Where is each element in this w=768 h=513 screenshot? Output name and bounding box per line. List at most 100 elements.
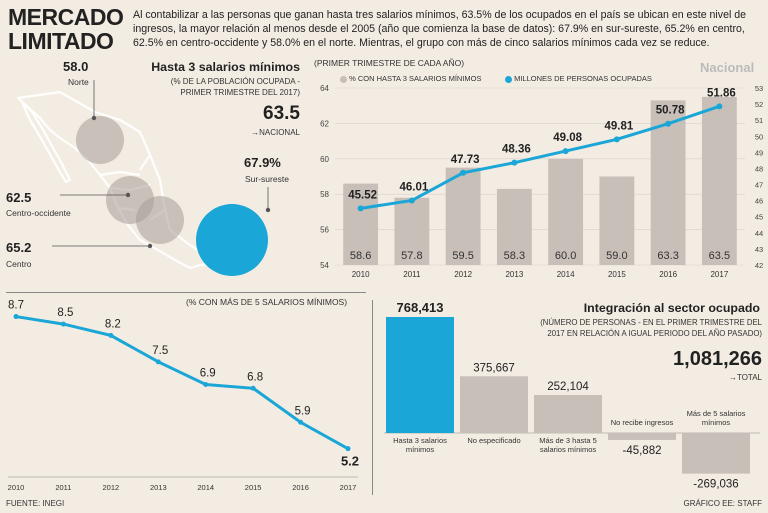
line-value-label: 51.86 (707, 87, 736, 99)
line-value-label: 5.2 (341, 454, 359, 469)
line-value-label: 49.81 (604, 120, 633, 132)
bar (608, 433, 676, 440)
national-label: NACIONAL (259, 128, 300, 137)
y-right-tick-label: 47 (755, 181, 763, 190)
line-point (562, 148, 569, 155)
line-point (345, 446, 351, 452)
bar (534, 394, 602, 433)
region-label-centro: Centro (6, 259, 32, 269)
map-panel-title: Hasta 3 salarios mínimos (151, 60, 300, 74)
y-right-tick-label: 46 (755, 197, 763, 206)
line-value-label: 45.52 (348, 189, 377, 201)
region-leaders (52, 80, 271, 249)
bar-value-label: -269,036 (693, 479, 738, 491)
line-value-label: 6.9 (200, 368, 216, 380)
bottom-right-chart: 768,413 Hasta 3 salarios mínimos 375,667 No … (384, 300, 760, 491)
bar (496, 188, 532, 265)
category-label: Más de 3 hasta 5 salarios mínimos (539, 436, 597, 454)
national-label-row: →NACIONAL (222, 127, 300, 138)
total-label-row: →TOTAL (690, 372, 762, 383)
y-left-tick-label: 60 (320, 155, 329, 164)
line-point (613, 136, 620, 143)
y-right-tick-label: 44 (755, 229, 763, 238)
bottom-left-subtitle: (% CON MÁS DE 5 SALARIOS MÍNIMOS) (186, 297, 348, 307)
x-tick-label: 2010 (8, 483, 25, 492)
source-note: FUENTE: INEGI (6, 499, 65, 508)
divider-vertical (372, 300, 373, 495)
x-tick-label: 2014 (557, 270, 575, 279)
bar (460, 376, 528, 433)
region-value-sur-sureste: 67.9% (244, 155, 281, 170)
x-tick-label: 2011 (55, 483, 71, 492)
bar (386, 317, 454, 433)
map-panel-subtitle: (% DE LA POBLACIÓN OCUPADA - PRIMER TRIM… (170, 77, 300, 97)
y-right-tick-label: 49 (755, 148, 763, 157)
category-label: Hasta 3 salarios mínimos (393, 436, 447, 454)
x-tick-label: 2013 (150, 483, 167, 492)
top-chart-region-label: Nacional (700, 60, 755, 75)
line-point (357, 205, 364, 212)
bar-value-label: 58.3 (504, 250, 525, 262)
y-left-tick-label: 62 (320, 119, 329, 128)
legend-line-swatch (505, 75, 512, 83)
bar (548, 158, 584, 265)
top-chart-subtitle: (PRIMER TRIMESTRE DE CADA AÑO) (314, 58, 465, 68)
region-label-centro-occidente: Centro-occidente (6, 208, 71, 218)
bar-value-label: 375,667 (473, 362, 515, 374)
bottom-right-subtitle: (NÚMERO DE PERSONAS - EN EL PRIMER TRIME… (540, 318, 762, 338)
intro-paragraph: Al contabilizar a las personas que ganan… (133, 9, 747, 49)
region-value-centro: 65.2 (6, 240, 32, 255)
line-point (716, 103, 723, 110)
line-value-label: 46.01 (399, 181, 428, 193)
y-right-tick-label: 45 (755, 213, 763, 222)
x-tick-label: 2010 (352, 270, 370, 279)
line-value-label: 8.7 (8, 300, 24, 312)
x-tick-label: 2015 (245, 483, 262, 492)
y-right-tick-label: 50 (755, 132, 763, 141)
x-tick-label: 2012 (454, 270, 472, 279)
y-right-tick-label: 51 (755, 116, 763, 125)
line-point (203, 382, 209, 387)
national-value: 63.5 (263, 103, 300, 124)
centro-bubble (136, 196, 184, 244)
line-value-label: 6.8 (247, 371, 263, 383)
bar (445, 167, 481, 265)
y-right-tick-label: 42 (755, 261, 763, 270)
line-point (60, 321, 66, 327)
line-value-label: 48.36 (502, 144, 531, 156)
bar (701, 96, 737, 265)
divider-left (6, 292, 366, 293)
line-point (511, 159, 518, 166)
legend-line: MILLONES DE PERSONAS OCUPADAS (505, 73, 652, 84)
region-label-norte: Norte (68, 77, 89, 87)
y-left-tick-label: 64 (320, 84, 329, 93)
x-tick-label: 2017 (340, 483, 357, 492)
norte-bubble (76, 116, 124, 164)
line-value-label: 8.5 (57, 307, 73, 319)
bar-value-label: 60.0 (555, 250, 576, 262)
bar-value-label: 63.5 (709, 250, 730, 262)
y-left-tick-label: 54 (320, 261, 329, 270)
legend-bar-label: % CON HASTA 3 SALARIOS MÍNIMOS (349, 74, 482, 83)
line-point (460, 169, 467, 176)
mexico-map (16, 80, 271, 276)
x-tick-label: 2017 (710, 270, 728, 279)
line-value-label: 5.9 (295, 405, 311, 417)
legend-line-label: MILLONES DE PERSONAS OCUPADAS (514, 74, 652, 83)
bar-value-label: -45,882 (622, 445, 661, 457)
category-label: No recibe ingresos (611, 418, 674, 427)
arrow-icon: → (251, 128, 260, 137)
sur-sureste-bubble (196, 204, 268, 276)
line-point (155, 359, 161, 365)
credit-note: GRÁFICO EE: STAFF (683, 499, 762, 508)
region-value-norte: 58.0 (63, 59, 89, 74)
x-tick-label: 2011 (403, 270, 421, 279)
bottom-left-chart: 8.7 2010 8.5 2011 8.2 2012 7.5 2013 6.9 2014 6.8 20… (8, 300, 359, 492)
region-label-sur-sureste: Sur-sureste (245, 174, 289, 184)
bar-value-label: 252,104 (547, 381, 589, 393)
line-value-label: 49.08 (553, 132, 582, 144)
page-title: MERCADO LIMITADO (8, 4, 124, 54)
y-right-tick-label: 52 (755, 100, 763, 109)
y-left-tick-label: 56 (320, 226, 329, 235)
x-tick-label: 2016 (292, 483, 309, 492)
